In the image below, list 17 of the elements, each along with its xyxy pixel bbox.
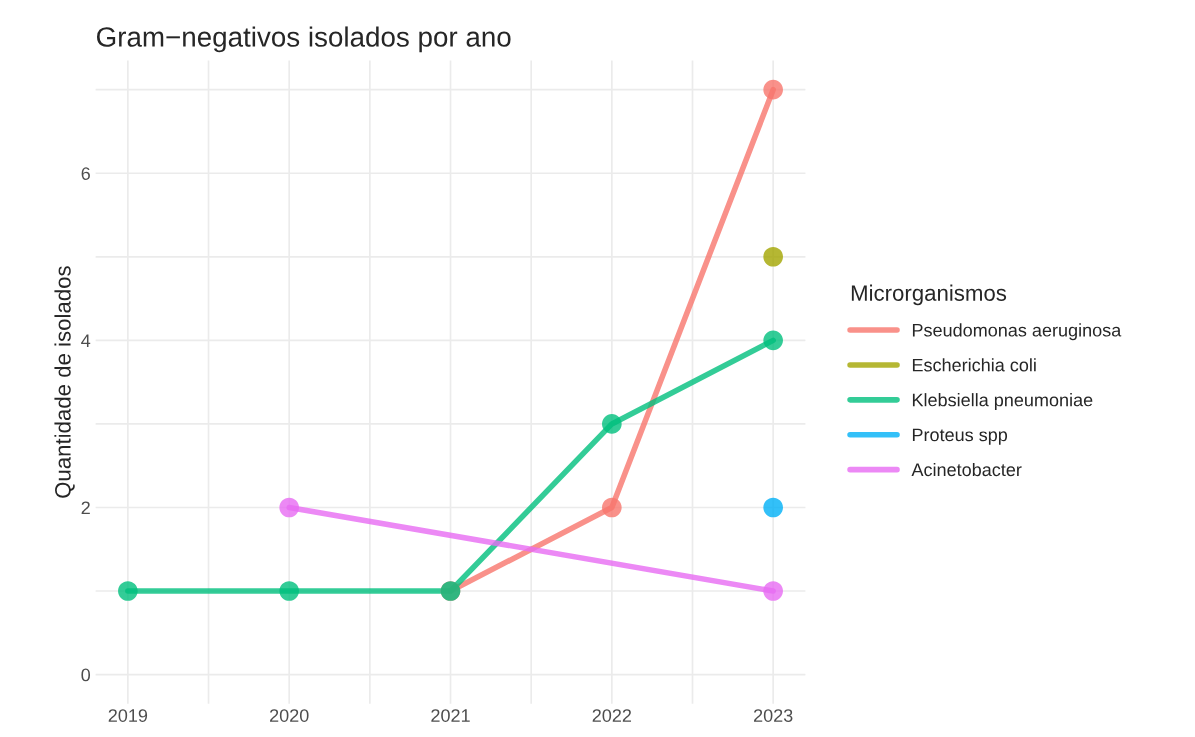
y-tick-label: 2: [81, 501, 90, 515]
x-tick-label: 2023: [753, 709, 793, 722]
y-axis-title: Quantidade de isolados: [54, 266, 75, 498]
legend-label: Acinetobacter: [911, 462, 1022, 477]
x-tick-label: 2022: [592, 709, 632, 722]
x-tick-label: 2021: [431, 709, 470, 722]
x-tick-label: 2019: [108, 709, 148, 722]
y-tick-label: 0: [81, 668, 91, 682]
y-tick-label: 4: [81, 334, 91, 347]
legend-label: Pseudomonas aeruginosa: [912, 323, 1122, 341]
x-tick-label: 2020: [270, 709, 309, 722]
legend-label: Escherichia coli: [912, 358, 1036, 372]
y-tick-label: 6: [81, 167, 90, 180]
legend-title: Microrganismos: [851, 284, 1007, 306]
legend-label: Klebsiella pneumoniae: [912, 393, 1093, 410]
chart-title: Gram−negativos isolados por ano: [97, 26, 511, 53]
legend-label: Proteus spp: [912, 428, 1008, 445]
